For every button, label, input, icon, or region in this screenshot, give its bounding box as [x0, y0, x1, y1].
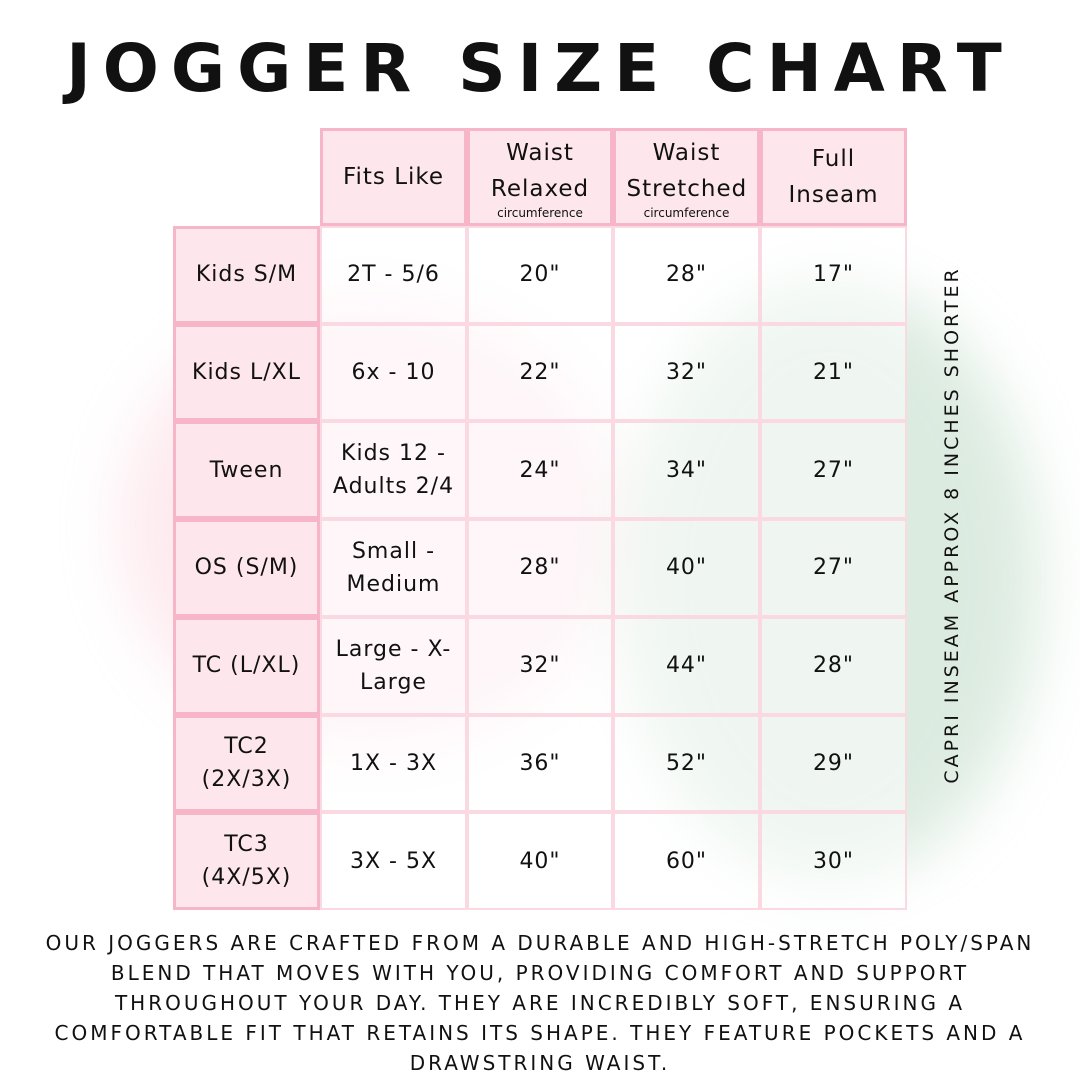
table-cell: 34" [613, 421, 760, 520]
cell-value: 28" [665, 262, 708, 288]
cell-value: 6x - 10 [351, 360, 436, 386]
cell-value: 34" [665, 457, 708, 483]
table-cell: 40" [613, 519, 760, 617]
cell-value: 27" [812, 555, 855, 581]
cell-value: 32" [519, 653, 561, 679]
row-header: Kids L/XL [173, 323, 320, 422]
row-header: Kids S/M [173, 226, 320, 324]
row-header: TC2 (2X/3X) [173, 714, 320, 813]
table-cell: 36" [467, 714, 613, 813]
table-cell: 21" [760, 323, 907, 422]
table-cell: 17" [760, 226, 907, 324]
table-cell: 27" [760, 519, 907, 617]
column-header-label: Waist Stretched [626, 140, 748, 202]
table-cell: 3X - 5X [320, 812, 467, 910]
cell-value: 21" [812, 360, 855, 386]
table-cell: 1X - 3X [320, 714, 467, 813]
row-size-label: TC2 (2X/3X) [201, 734, 292, 793]
cell-value: 36" [519, 750, 561, 776]
table-cell: 28" [760, 616, 907, 715]
cell-value: 27" [812, 457, 855, 483]
cell-value: 28" [519, 555, 561, 581]
table-cell: 2T - 5/6 [320, 226, 467, 324]
cell-value: 29" [812, 750, 855, 776]
row-size-label: Kids S/M [195, 262, 298, 288]
table-cell: 44" [613, 616, 760, 715]
capri-note: CAPRI INSEAM APPROX 8 INCHES SHORTER [941, 266, 963, 784]
table-cell: 32" [467, 616, 613, 715]
column-header: Waist Stretched circumference [613, 128, 760, 226]
column-header-sub: circumference [497, 206, 583, 220]
table-cell: 22" [467, 323, 613, 422]
table-cell: 40" [467, 812, 613, 910]
cell-value: Kids 12 - Adults 2/4 [332, 441, 455, 500]
table-cell: 32" [613, 323, 760, 422]
page-title: JOGGER SIZE CHART [66, 30, 1014, 107]
column-header-label: Fits Like [342, 164, 445, 190]
row-size-label: Tween [209, 457, 284, 483]
table-cell: Small - Medium [320, 519, 467, 617]
cell-value: 2T - 5/6 [347, 262, 440, 288]
cell-value: 60" [665, 848, 708, 874]
cell-value: 28" [812, 653, 855, 679]
table-cell: 60" [613, 812, 760, 910]
column-header-label: Waist Relaxed [490, 140, 590, 202]
table-cell: 29" [760, 714, 907, 813]
table-cell: 52" [613, 714, 760, 813]
row-header: OS (S/M) [173, 519, 320, 617]
table-cell: 30" [760, 812, 907, 910]
table-cell: 20" [467, 226, 613, 324]
column-header: Full Inseam [760, 128, 907, 226]
cell-value: 30" [812, 848, 855, 874]
cell-value: 22" [519, 360, 561, 386]
table-cell: Kids 12 - Adults 2/4 [320, 421, 467, 520]
table-cell: 28" [613, 226, 760, 324]
table-cell: 24" [467, 421, 613, 520]
column-header: Fits Like [320, 128, 467, 226]
cell-value: 40" [665, 555, 708, 581]
column-header-sub: circumference [643, 206, 730, 220]
row-header: Tween [173, 421, 320, 520]
cell-value: 24" [519, 457, 561, 483]
size-table: Fits Like Waist Relaxed circumference Waist… [173, 128, 907, 910]
row-size-label: OS (S/M) [194, 555, 299, 581]
cell-value: 17" [812, 262, 855, 288]
cell-value: 20" [519, 262, 561, 288]
cell-value: 52" [665, 750, 708, 776]
cell-value: 40" [519, 848, 561, 874]
row-size-label: TC3 (4X/5X) [201, 832, 292, 891]
row-header: TC (L/XL) [173, 616, 320, 715]
cell-value: 3X - 5X [349, 848, 438, 874]
product-description: Our joggers are crafted from a durable a… [45, 931, 1035, 1075]
row-size-label: TC (L/XL) [192, 653, 301, 679]
cell-value: 44" [665, 653, 708, 679]
cell-value: 32" [665, 360, 708, 386]
table-cell: 28" [467, 519, 613, 617]
cell-value: Small - Medium [346, 538, 441, 597]
cell-value: 1X - 3X [349, 750, 438, 776]
row-size-label: Kids L/XL [192, 360, 301, 386]
table-cell: 6x - 10 [320, 323, 467, 422]
column-header-label: Full Inseam [788, 146, 879, 208]
table-cell: Large - X-Large [320, 616, 467, 715]
column-header: Waist Relaxed circumference [467, 128, 613, 226]
table-cell: 27" [760, 421, 907, 520]
row-header: TC3 (4X/5X) [173, 812, 320, 910]
cell-value: Large - X-Large [335, 636, 452, 695]
